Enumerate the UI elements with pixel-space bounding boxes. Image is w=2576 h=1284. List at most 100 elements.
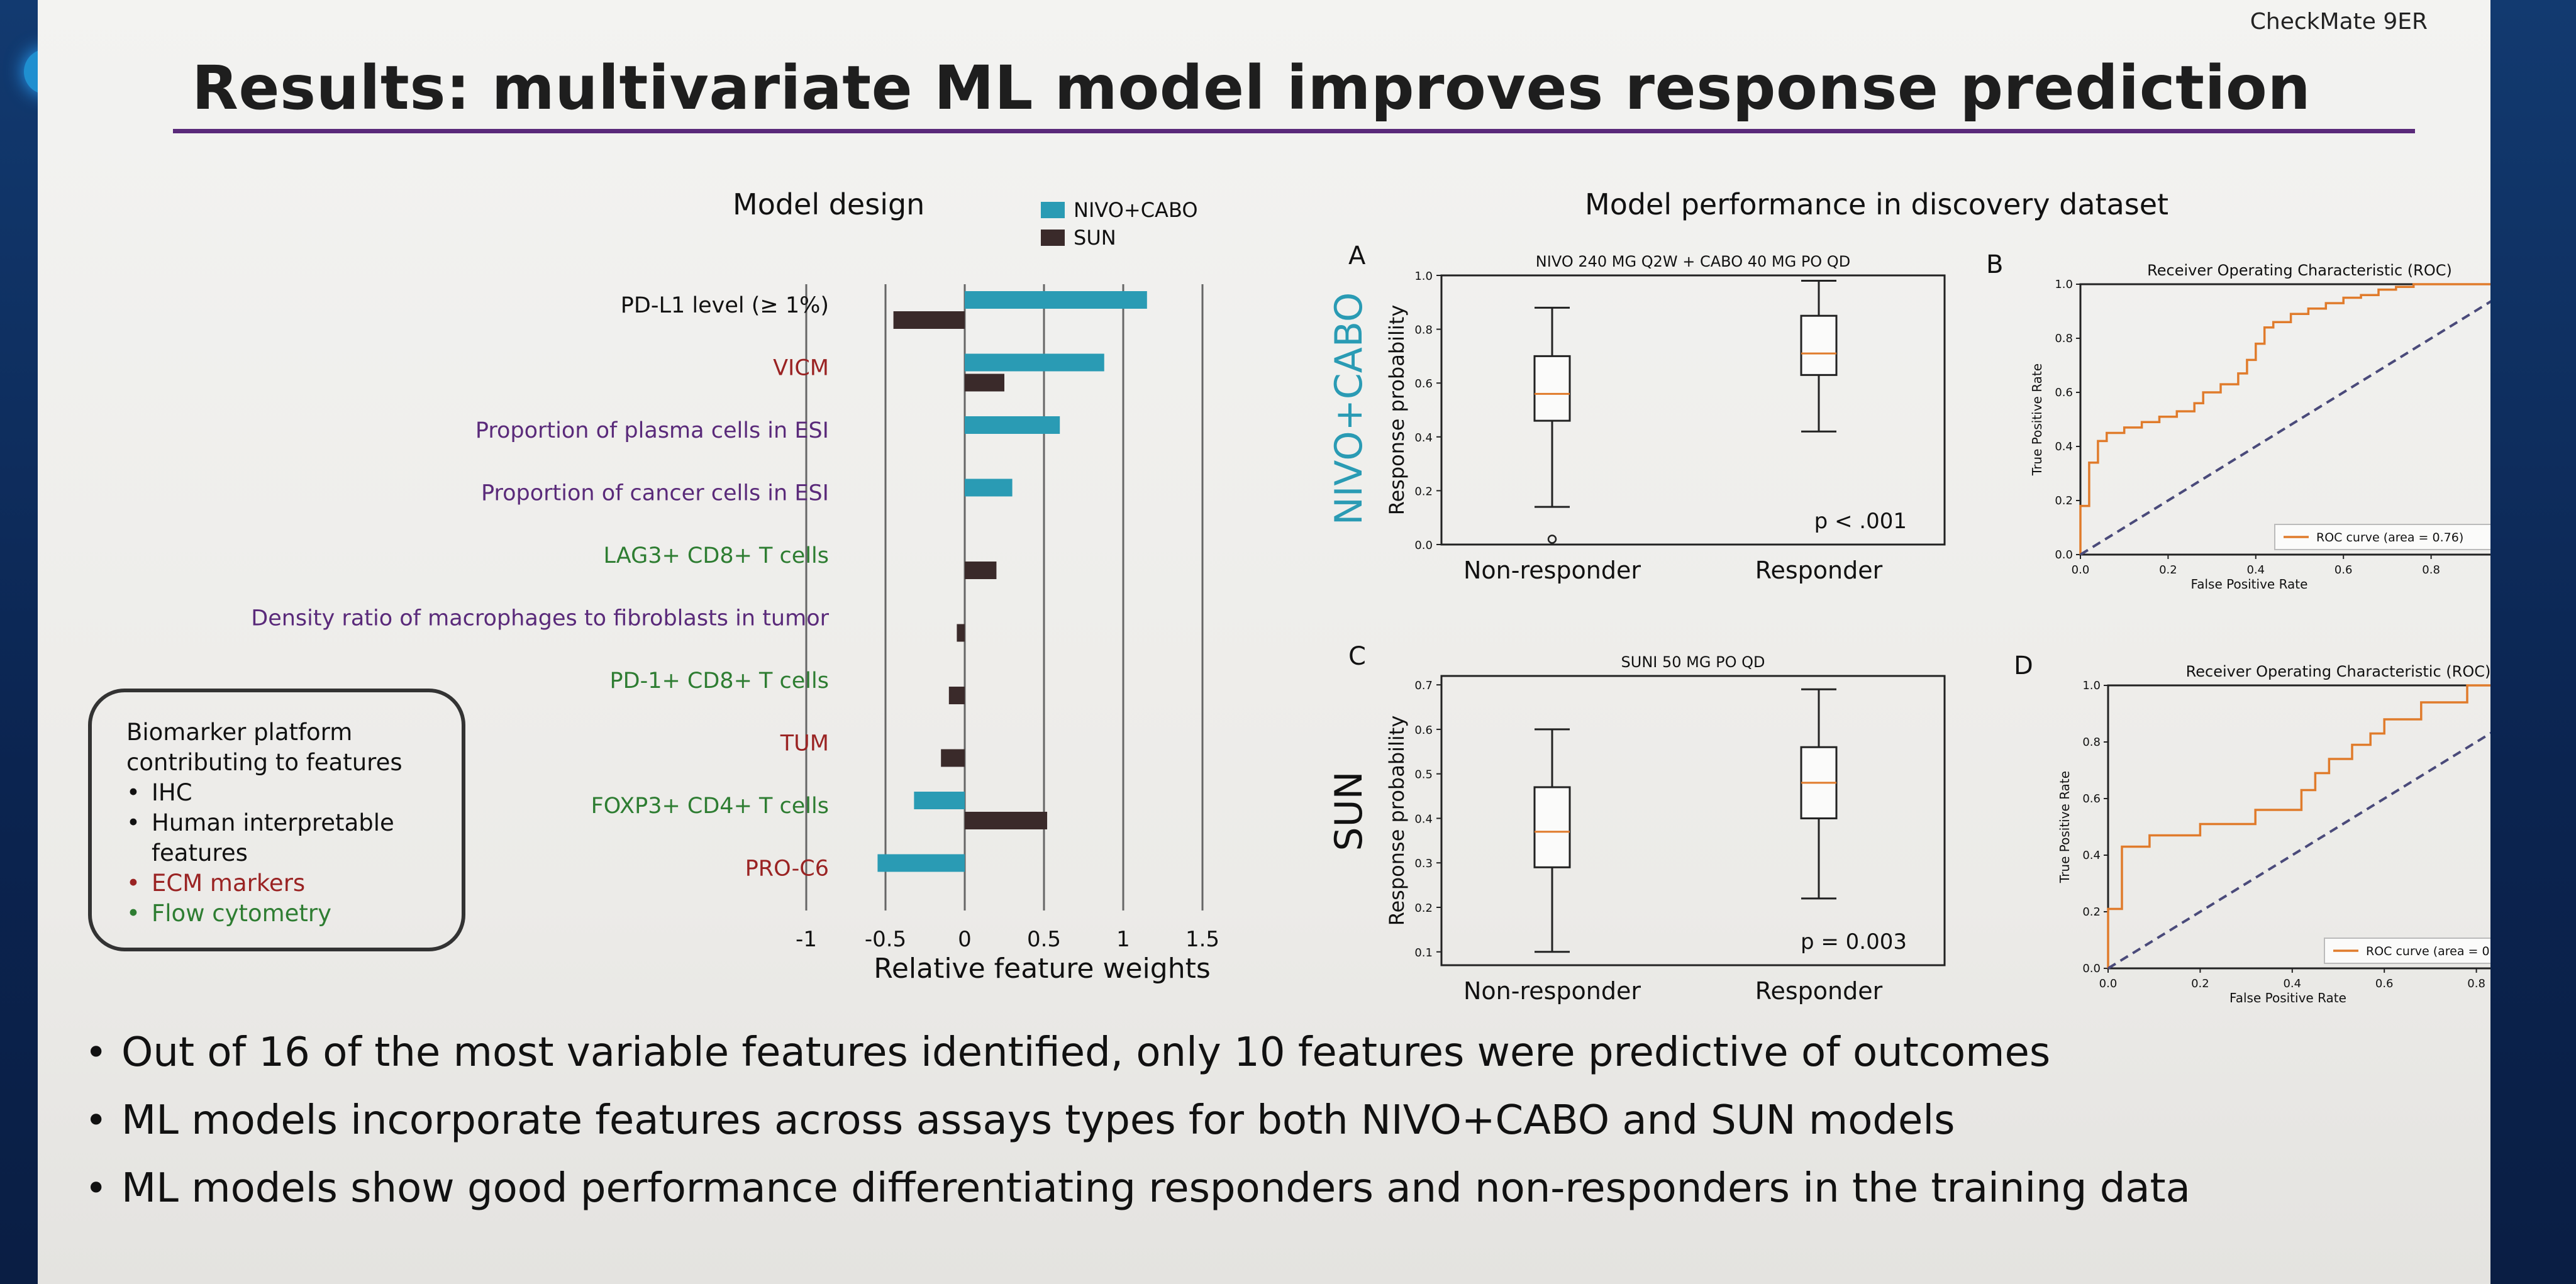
feature-label: Density ratio of macrophages to fibrobla… — [251, 606, 829, 631]
feature-label: FOXP3+ CD4+ T cells — [591, 794, 829, 819]
bar-sun — [957, 624, 965, 642]
feature-label: PD-1+ CD8+ T cells — [610, 668, 829, 694]
biomarker-platform-box: Biomarker platform contributing to featu… — [88, 689, 465, 951]
y-tick-label: 0.2 — [2055, 494, 2073, 507]
y-tick-label: 0.1 — [1414, 946, 1433, 960]
y-tick-label: 0.4 — [1414, 431, 1433, 445]
y-tick-label: 0.2 — [2082, 905, 2101, 919]
y-tick-label: 0.2 — [1414, 485, 1433, 498]
x-tick-label: 1.5 — [1185, 927, 1219, 952]
feature-label: PD-L1 level (≥ 1%) — [621, 293, 829, 318]
platform-item-label: ECM markers — [152, 870, 306, 897]
bar-nivo-cabo — [965, 416, 1060, 434]
roc-legend-label: ROC curve (area = 0.72) — [2366, 944, 2490, 958]
x-tick-label: 0.4 — [2283, 977, 2301, 990]
panel-letter: A — [1348, 241, 1366, 270]
bar-sun — [965, 562, 997, 579]
y-tick-label: 0.4 — [1414, 812, 1433, 826]
y-tick-label: 1.0 — [2082, 679, 2101, 692]
panel-letter: B — [1986, 250, 2003, 279]
y-tick-label: 0.4 — [2055, 440, 2073, 453]
bar-sun — [965, 374, 1004, 392]
bar-sun — [965, 812, 1048, 829]
y-axis-label: True Positive Rate — [2057, 771, 2072, 883]
chance-line — [2107, 731, 2490, 970]
y-tick-label: 0.2 — [1414, 902, 1433, 915]
x-tick-label: -1 — [796, 927, 817, 952]
model-design-heading: Model design — [733, 187, 925, 221]
legend-item-sun: SUN — [1041, 224, 1198, 252]
x-axis-label: False Positive Rate — [2229, 990, 2346, 1005]
bar-nivo-cabo — [965, 291, 1147, 309]
x-tick-label: 0.6 — [2375, 977, 2394, 990]
performance-heading: Model performance in discovery dataset — [1585, 187, 2169, 221]
platform-item-flow: • Flow cytometry — [126, 899, 462, 929]
plot-frame — [1440, 675, 1946, 966]
x-tick-label: 0.2 — [2159, 563, 2177, 577]
y-tick-label: 0.4 — [2082, 849, 2101, 862]
legend-swatch-nivo-cabo — [1041, 202, 1065, 218]
outlier-point — [1547, 534, 1557, 544]
feature-label: Proportion of cancer cells in ESI — [481, 481, 829, 506]
row-label-sun: SUN — [1327, 772, 1371, 851]
x-tick-label: 0.6 — [2334, 563, 2353, 577]
p-value-annotation: p < .001 — [1814, 509, 1907, 534]
y-tick-label: 1.0 — [2055, 278, 2073, 291]
y-tick-label: 0.3 — [1414, 857, 1433, 870]
y-tick-label: 1.0 — [1414, 270, 1433, 283]
bar-nivo-cabo — [877, 854, 965, 872]
bullet-item: • ML models incorporate features across a… — [85, 1097, 1955, 1144]
y-tick-label: 0.8 — [2082, 736, 2101, 749]
y-tick-label: 0.0 — [2055, 548, 2073, 562]
bar-nivo-cabo — [965, 353, 1104, 372]
legend-swatch-sun — [1041, 230, 1065, 246]
legend-label-sun: SUN — [1074, 226, 1116, 250]
plot-title: SUNI 50 MG PO QD — [1621, 653, 1765, 671]
platform-item-label: Human interpretable features — [152, 809, 394, 866]
y-tick-label: 0.6 — [1414, 724, 1433, 737]
feature-label: Proportion of plasma cells in ESI — [475, 418, 829, 443]
box — [1533, 786, 1571, 868]
platform-item-ecm: • ECM markers — [126, 868, 462, 899]
y-axis-label: True Positive Rate — [2029, 363, 2045, 476]
roc-curve — [2079, 283, 2490, 555]
platform-item-ihc: • IHC — [126, 778, 462, 808]
plot-title: NIVO 240 MG Q2W + CABO 40 MG PO QD — [1536, 253, 1850, 270]
plot-frame — [2107, 684, 2490, 970]
bar-nivo-cabo — [965, 479, 1013, 497]
feature-label: VICM — [773, 356, 829, 381]
plot-title: Receiver Operating Characteristic (ROC) — [2186, 663, 2490, 680]
slide: CheckMate 9ER Results: multivariate ML m… — [38, 0, 2490, 1284]
roc-curve — [2107, 684, 2490, 968]
platform-item-label: Flow cytometry — [152, 900, 332, 927]
feature-label: PRO-C6 — [745, 856, 829, 882]
platform-item-human-features: • Human interpretable features — [126, 808, 462, 868]
panel-letter: C — [1348, 642, 1366, 671]
roc-legend-box — [2274, 524, 2490, 550]
y-axis-label: Response probability — [1385, 716, 1409, 926]
bar-nivo-cabo — [914, 792, 965, 809]
slide-title: Results: multivariate ML model improves … — [192, 53, 2311, 123]
y-tick-label: 0.8 — [2055, 332, 2073, 345]
bullet-text: ML models show good performance differen… — [121, 1165, 2190, 1212]
plot-frame — [2079, 283, 2490, 556]
x-tick-label: 0.5 — [1027, 927, 1061, 952]
row-label-nivo-cabo: NIVO+CABO — [1327, 292, 1371, 525]
x-tick-label: 1 — [1116, 927, 1130, 952]
platform-item-label: IHC — [152, 779, 192, 806]
bar-sun — [941, 749, 965, 767]
plot-title: Receiver Operating Characteristic (ROC) — [2147, 262, 2452, 279]
platform-box-title: Biomarker platform contributing to featu… — [126, 719, 402, 776]
feature-weights-legend: NIVO+CABO SUN — [1041, 196, 1198, 252]
feature-label: TUM — [780, 731, 829, 756]
y-tick-label: 0.0 — [1414, 539, 1433, 552]
category-label: Responder — [1755, 556, 1883, 584]
x-tick-label: 0.0 — [2072, 563, 2090, 577]
plot-frame — [1440, 274, 1946, 546]
box — [1800, 314, 1838, 376]
y-tick-label: 0.6 — [2055, 386, 2073, 399]
x-tick-label: -0.5 — [865, 927, 906, 952]
bullet-text: Out of 16 of the most variable features … — [121, 1029, 2051, 1076]
y-tick-label: 0.6 — [2082, 792, 2101, 805]
